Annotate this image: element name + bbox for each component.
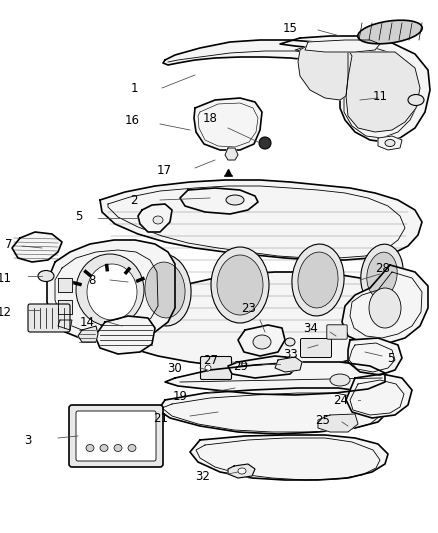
Ellipse shape xyxy=(38,271,54,281)
Text: 34: 34 xyxy=(303,321,318,335)
Polygon shape xyxy=(190,435,388,480)
FancyBboxPatch shape xyxy=(28,304,70,332)
FancyBboxPatch shape xyxy=(76,411,156,461)
Ellipse shape xyxy=(211,247,269,323)
Polygon shape xyxy=(228,356,298,378)
Text: 17: 17 xyxy=(157,164,172,176)
Ellipse shape xyxy=(145,262,185,318)
Polygon shape xyxy=(95,316,155,354)
Text: 18: 18 xyxy=(203,111,218,125)
Polygon shape xyxy=(108,272,405,368)
Ellipse shape xyxy=(205,365,211,371)
Polygon shape xyxy=(346,52,420,132)
Ellipse shape xyxy=(139,254,191,326)
Polygon shape xyxy=(180,188,258,214)
Text: 14: 14 xyxy=(80,316,95,328)
Text: 21: 21 xyxy=(153,411,168,424)
Polygon shape xyxy=(47,240,175,342)
Polygon shape xyxy=(280,36,430,142)
Ellipse shape xyxy=(385,140,395,147)
Ellipse shape xyxy=(330,374,350,386)
Ellipse shape xyxy=(292,244,344,316)
Text: 15: 15 xyxy=(283,21,298,35)
Text: 3: 3 xyxy=(25,433,32,447)
Polygon shape xyxy=(78,326,98,342)
Polygon shape xyxy=(165,362,385,395)
FancyBboxPatch shape xyxy=(69,405,163,467)
Text: 24: 24 xyxy=(333,393,348,407)
Polygon shape xyxy=(342,265,428,344)
Text: 30: 30 xyxy=(167,361,182,375)
Ellipse shape xyxy=(76,254,144,326)
Ellipse shape xyxy=(128,445,136,451)
Polygon shape xyxy=(238,325,285,356)
Text: 12: 12 xyxy=(0,305,12,319)
Text: 2: 2 xyxy=(131,193,138,206)
Ellipse shape xyxy=(285,338,295,346)
Polygon shape xyxy=(305,40,380,52)
Text: 5: 5 xyxy=(74,209,82,222)
Polygon shape xyxy=(194,98,262,150)
Ellipse shape xyxy=(86,445,94,451)
Ellipse shape xyxy=(361,244,403,306)
Ellipse shape xyxy=(217,255,263,315)
Ellipse shape xyxy=(367,252,397,298)
Polygon shape xyxy=(12,232,62,262)
Ellipse shape xyxy=(100,445,108,451)
Ellipse shape xyxy=(238,468,246,474)
Ellipse shape xyxy=(253,335,271,349)
Text: 28: 28 xyxy=(375,262,390,274)
Text: 32: 32 xyxy=(195,470,210,482)
Ellipse shape xyxy=(298,252,338,308)
Ellipse shape xyxy=(369,288,401,328)
Polygon shape xyxy=(138,204,172,232)
Polygon shape xyxy=(346,374,412,418)
Ellipse shape xyxy=(114,445,122,451)
Polygon shape xyxy=(100,180,422,260)
FancyBboxPatch shape xyxy=(300,338,332,358)
FancyBboxPatch shape xyxy=(201,357,232,379)
Polygon shape xyxy=(228,464,255,478)
FancyBboxPatch shape xyxy=(327,325,347,339)
Text: 19: 19 xyxy=(173,390,188,402)
Ellipse shape xyxy=(87,264,137,320)
Ellipse shape xyxy=(358,20,422,44)
Ellipse shape xyxy=(259,137,271,149)
Text: 1: 1 xyxy=(131,82,138,94)
Text: 11: 11 xyxy=(0,271,12,285)
Polygon shape xyxy=(348,338,402,375)
Polygon shape xyxy=(225,148,238,160)
Polygon shape xyxy=(378,136,402,150)
Polygon shape xyxy=(298,44,352,100)
Text: 33: 33 xyxy=(283,348,298,360)
Text: 23: 23 xyxy=(241,302,256,314)
Text: 11: 11 xyxy=(373,90,388,102)
Text: 27: 27 xyxy=(203,353,218,367)
Polygon shape xyxy=(58,320,72,330)
Ellipse shape xyxy=(408,94,424,106)
Ellipse shape xyxy=(226,195,244,205)
Polygon shape xyxy=(163,40,348,65)
Text: 5: 5 xyxy=(387,351,394,365)
Text: 16: 16 xyxy=(125,114,140,126)
Polygon shape xyxy=(318,414,358,432)
Polygon shape xyxy=(58,278,72,292)
Text: 8: 8 xyxy=(88,273,96,287)
Text: 29: 29 xyxy=(233,359,248,373)
Polygon shape xyxy=(275,357,302,372)
Ellipse shape xyxy=(153,216,163,224)
Polygon shape xyxy=(58,300,72,314)
Text: 25: 25 xyxy=(315,414,330,426)
Text: 7: 7 xyxy=(4,238,12,251)
Polygon shape xyxy=(158,388,388,434)
